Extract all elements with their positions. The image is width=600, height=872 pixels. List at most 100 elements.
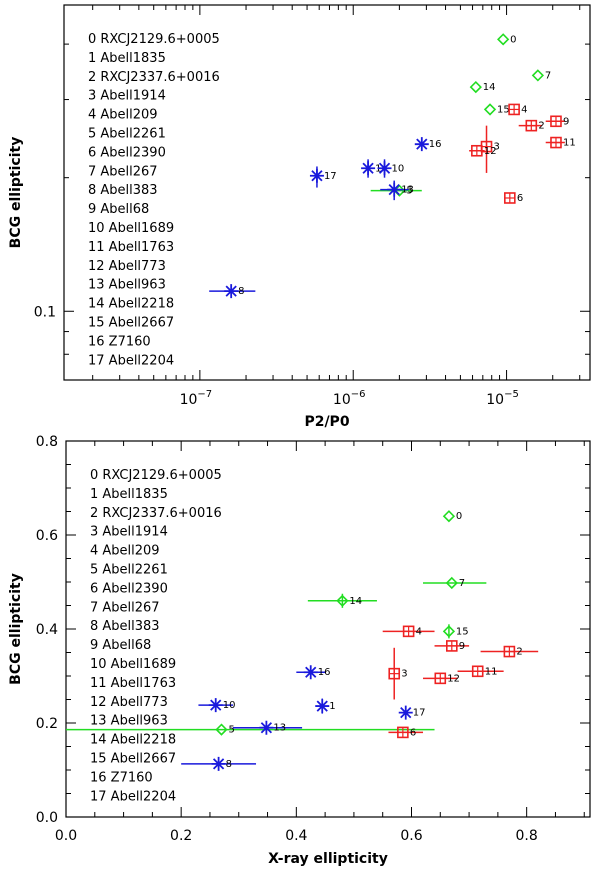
legend-entry: 6 Abell2390 — [88, 145, 166, 160]
asterisk-marker — [361, 161, 376, 176]
x-tick-label: 10−7 — [180, 389, 213, 408]
asterisk-marker — [259, 720, 274, 735]
data-point: 15 — [442, 624, 469, 639]
legend-entry: 15 Abell2667 — [88, 316, 174, 331]
legend-entry: 13 Abell963 — [88, 278, 166, 293]
data-point: 11 — [457, 665, 504, 677]
data-point: 17 — [309, 166, 337, 188]
asterisk-marker — [387, 182, 402, 197]
legend-entry: 16 Z7160 — [88, 334, 151, 349]
data-point: 5 — [66, 723, 435, 736]
legend-entry: 11 Abell1763 — [88, 240, 174, 255]
legend-entry: 0 RXCJ2129.6+0005 — [88, 32, 220, 47]
asterisk-marker — [309, 168, 324, 183]
data-point: 4 — [382, 625, 435, 637]
x-tick-label: 0.0 — [55, 828, 77, 844]
legend-entry: 4 Abell209 — [88, 108, 158, 123]
legend-entry: 15 Abell2667 — [90, 752, 176, 767]
data-point: 0 — [497, 33, 517, 46]
y-tick-label: 0.0 — [36, 810, 58, 826]
x-tick-label: 10−5 — [486, 389, 519, 408]
point-label: 13 — [401, 185, 414, 196]
data-point: 9 — [545, 115, 569, 127]
data-point: 10 — [198, 698, 235, 713]
asterisk-marker — [414, 137, 429, 152]
legend-entry: 8 Abell383 — [90, 619, 160, 634]
x-tick-label-exponent: −5 — [504, 389, 519, 400]
asterisk-marker — [398, 705, 413, 720]
legend-entry: 17 Abell2204 — [88, 353, 174, 368]
point-label: 6 — [410, 727, 416, 738]
data-point: 13 — [380, 180, 414, 201]
y-tick-label: 0.6 — [36, 528, 58, 544]
data-point: 2 — [518, 119, 545, 132]
data-point: 16 — [414, 137, 442, 152]
legend-entry: 17 Abell2204 — [90, 789, 176, 804]
point-label: 11 — [563, 138, 576, 149]
asterisk-marker — [303, 665, 318, 680]
data-point: 0 — [442, 510, 462, 523]
point-label: 2 — [538, 121, 544, 132]
y-tick-label: 0.2 — [36, 716, 58, 732]
point-label: 12 — [484, 146, 497, 157]
data-point: 12 — [423, 672, 460, 684]
data-point: 14 — [307, 593, 377, 608]
x-tick-label-base: 10 — [333, 392, 351, 408]
data-point: 16 — [296, 665, 330, 680]
diamond-marker — [483, 103, 497, 116]
x-tick-label: 0.8 — [516, 828, 538, 844]
point-label: 5 — [406, 186, 412, 197]
point-label: 15 — [497, 104, 510, 115]
legend-entry: 7 Abell267 — [90, 600, 160, 615]
point-label: 13 — [273, 723, 286, 734]
diamond-marker — [215, 723, 228, 736]
legend-entry: 1 Abell1835 — [88, 51, 166, 66]
point-label: 4 — [416, 626, 422, 637]
data-point: 8 — [181, 756, 257, 771]
legend-entry: 3 Abell1914 — [90, 525, 168, 540]
x-tick-label-base: 10 — [486, 392, 504, 408]
x-tick-label: 0.6 — [400, 828, 422, 844]
data-point: 17 — [398, 705, 426, 720]
data-point: 14 — [469, 80, 496, 94]
diamond-marker — [442, 510, 456, 523]
legend-entry: 14 Abell2218 — [90, 733, 176, 748]
legend: 0 RXCJ2129.6+0005 1 Abell1835 2 RXCJ2337.6… — [88, 32, 220, 368]
y-tick-label: 0.8 — [36, 434, 58, 450]
bottom-panel-xray: 0.0 0.2 0.4 0.6 0.8 0.0 0.2 0.4 0.6 0.8 X-ray elli… — [8, 434, 591, 867]
asterisk-marker — [211, 756, 226, 771]
legend-entry: 2 RXCJ2337.6+0016 — [90, 506, 222, 521]
point-label: 3 — [494, 142, 500, 153]
y-tick-label: 0.4 — [36, 622, 58, 638]
legend-entry: 10 Abell1689 — [88, 221, 174, 236]
data-point: 10 — [377, 159, 404, 178]
legend-entry: 12 Abell773 — [90, 695, 168, 710]
x-tick-label: 0.4 — [285, 828, 307, 844]
point-label: 7 — [459, 578, 465, 589]
legend-entry: 1 Abell1835 — [90, 487, 168, 502]
data-point: 3 — [388, 647, 408, 700]
data-point: 15 — [483, 103, 510, 116]
point-label: 0 — [510, 34, 516, 45]
legend-entry: 0 RXCJ2129.6+0005 — [90, 468, 222, 483]
point-label: 15 — [456, 626, 469, 637]
legend-entry: 6 Abell2390 — [90, 581, 168, 596]
diamond-marker — [531, 69, 545, 82]
data-point: 4 — [508, 103, 527, 115]
y-axis-title: BCG ellipticity — [8, 137, 24, 249]
legend-entry: 5 Abell2261 — [90, 563, 168, 578]
axis-ticks — [64, 5, 590, 381]
legend-entry: 9 Abell68 — [90, 638, 151, 653]
diamond-marker — [445, 576, 458, 590]
point-label: 17 — [413, 708, 426, 719]
diamond-marker — [497, 33, 510, 46]
x-axis-title: X-ray ellipticity — [268, 851, 388, 867]
x-tick-label-exponent: −7 — [197, 389, 212, 400]
data-point: 9 — [434, 640, 470, 652]
asterisk-marker — [377, 161, 392, 176]
data-point: 6 — [388, 726, 424, 738]
x-tick-label-exponent: −6 — [351, 389, 366, 400]
point-label: 1 — [329, 701, 335, 712]
